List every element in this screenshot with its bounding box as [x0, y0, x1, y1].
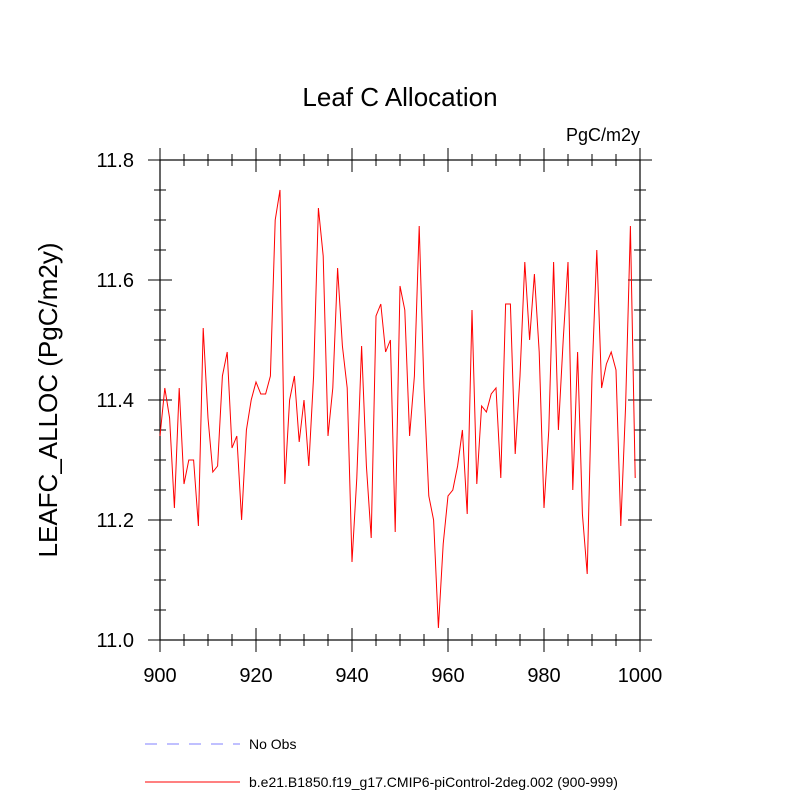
- y-tick-label: 11.2: [97, 510, 134, 532]
- y-tick-label: 11.8: [97, 150, 134, 172]
- units-label: PgC/m2y: [566, 125, 640, 145]
- series-line: [159, 189, 636, 629]
- x-tick-label: 980: [527, 665, 560, 687]
- y-tick-label: 11.6: [97, 270, 134, 292]
- legend-label-no-obs: No Obs: [249, 736, 296, 752]
- chart-title: Leaf C Allocation: [302, 82, 497, 112]
- legend-label-model: b.e21.B1850.f19_g17.CMIP6-piControl-2deg…: [249, 774, 618, 790]
- x-tick-label: 1000: [618, 665, 663, 687]
- y-tick-label: 11.4: [97, 390, 134, 412]
- x-tick-label: 960: [431, 665, 464, 687]
- x-tick-label: 940: [335, 665, 368, 687]
- x-tick-label: 920: [239, 665, 272, 687]
- y-tick-label: 11.0: [97, 630, 134, 652]
- plot-frame: [159, 159, 641, 641]
- y-axis-label: LEAFC_ALLOC (PgC/m2y): [33, 243, 63, 558]
- x-tick-label: 900: [143, 665, 176, 687]
